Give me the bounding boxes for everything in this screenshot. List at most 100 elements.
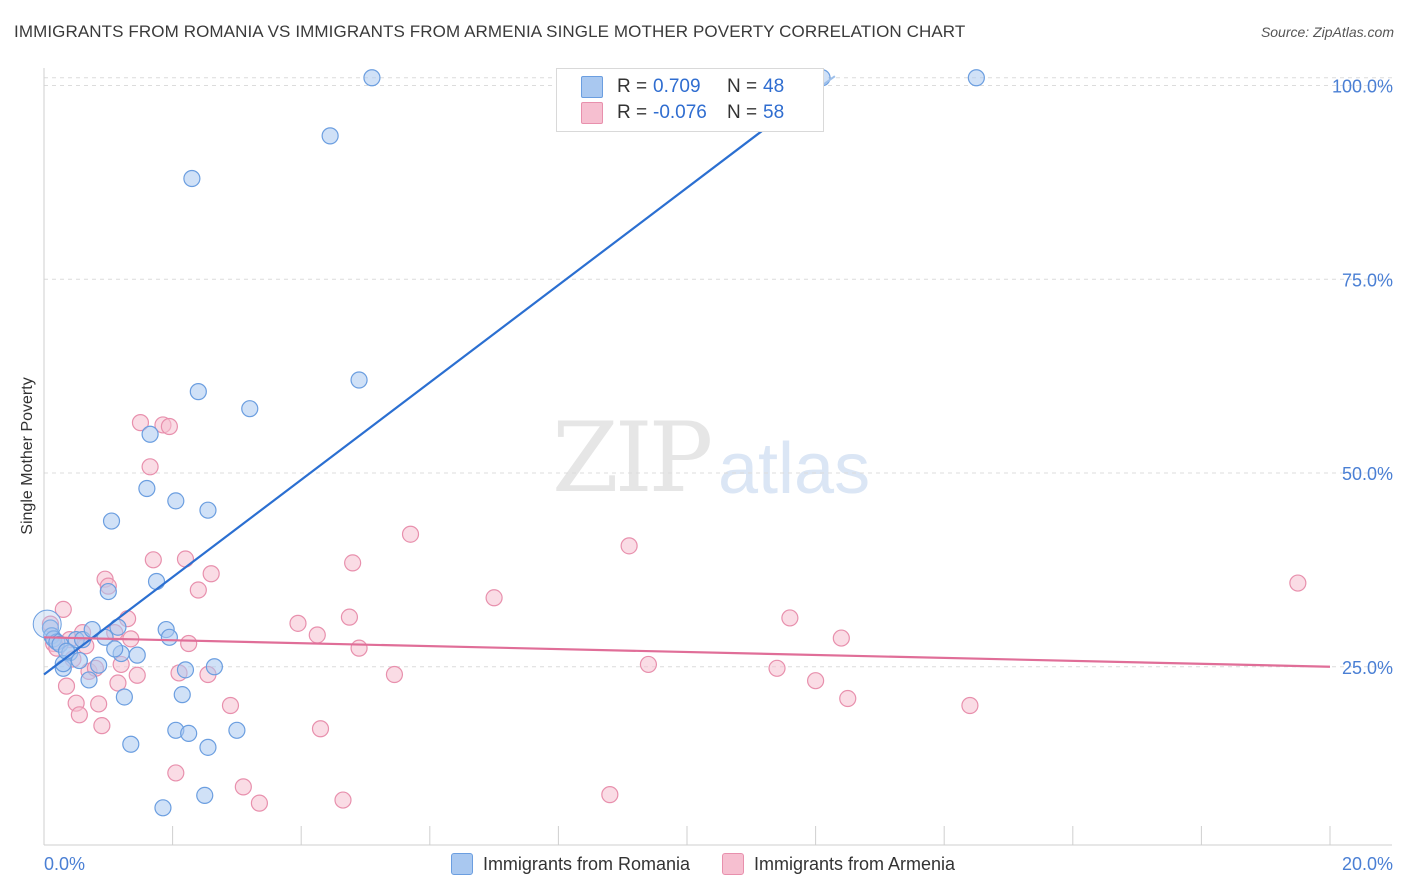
romania-point <box>106 640 124 658</box>
romania-legend-swatch <box>450 853 473 875</box>
armenia-point <box>131 414 150 432</box>
romania-point <box>350 371 368 389</box>
armenia-point <box>234 778 252 796</box>
armenia-r-value: -0.076 <box>653 102 707 123</box>
romania-point <box>183 169 201 188</box>
chart-title: IMMIGRANTS FROM ROMANIA VS IMMIGRANTS FR… <box>14 22 966 41</box>
armenia-point <box>334 791 352 809</box>
romania-point <box>115 688 133 706</box>
armenia-point <box>340 608 359 626</box>
romania-point <box>147 572 166 591</box>
romania-point <box>154 799 172 817</box>
armenia-point <box>109 674 127 692</box>
watermark-zip: ZIP <box>552 402 713 514</box>
legend-row-armenia: R = -0.076 N = 58 <box>581 101 784 125</box>
armenia-point <box>176 550 195 568</box>
legend-row-romania: R = 0.709 N = 48 <box>581 75 784 99</box>
armenia-point <box>160 417 178 436</box>
armenia-point <box>202 565 220 583</box>
romania-point <box>160 628 178 646</box>
armenia-point <box>311 720 330 738</box>
armenia-point <box>54 600 72 619</box>
legend-item-romania[interactable]: Immigrants from Romania <box>450 853 690 875</box>
source-label: Source: ZipAtlas.com <box>1260 24 1394 40</box>
armenia-n-value: 58 <box>763 102 785 123</box>
armenia-point <box>806 672 825 690</box>
romania-point <box>90 656 108 674</box>
romania-point <box>189 383 207 401</box>
x-tick-label-right: 20.0% <box>1342 854 1393 874</box>
romania-legend-label: Immigrants from Romania <box>482 853 690 874</box>
armenia-point <box>601 786 619 804</box>
armenia-point <box>385 665 404 684</box>
romania-point-large <box>32 609 62 639</box>
armenia-trend-line <box>43 636 1331 668</box>
armenia-point <box>141 458 159 476</box>
armenia-point <box>144 551 162 569</box>
y-tick-label: 25.0% <box>1342 658 1393 678</box>
armenia-point <box>167 764 185 782</box>
armenia-point <box>221 696 240 715</box>
armenia-legend-label: Immigrants from Armenia <box>754 853 956 874</box>
y-tick-label: 100.0% <box>1332 77 1393 97</box>
armenia-point <box>70 706 88 724</box>
romania-point <box>173 686 191 704</box>
romania-point <box>138 479 156 498</box>
romania-r-value: 0.709 <box>653 76 701 97</box>
armenia-point <box>1289 574 1307 592</box>
romania-point <box>196 786 214 805</box>
armenia-point <box>189 581 207 599</box>
armenia-point <box>308 626 326 644</box>
romania-point <box>176 661 195 679</box>
romania-point <box>128 646 146 664</box>
armenia-point <box>401 525 420 543</box>
armenia-point <box>961 696 979 715</box>
romania-point <box>99 582 117 601</box>
y-tick-label: 75.0% <box>1342 270 1393 290</box>
romania-point <box>102 512 121 530</box>
romania-point <box>241 400 259 418</box>
armenia-swatch <box>581 102 603 124</box>
romania-trend-extension <box>821 75 836 87</box>
y-tick-label: 50.0% <box>1342 464 1393 484</box>
romania-point <box>199 738 217 756</box>
armenia-point <box>344 554 362 572</box>
romania-point <box>180 724 198 743</box>
romania-point <box>967 69 985 87</box>
n-label: N = <box>727 102 758 123</box>
armenia-point <box>485 589 503 607</box>
armenia-point <box>289 614 307 632</box>
romania-point <box>363 69 381 87</box>
romania-point <box>80 671 98 689</box>
romania-point <box>228 721 246 739</box>
armenia-point <box>90 695 108 713</box>
armenia-point <box>57 677 76 695</box>
romania-point <box>167 492 185 510</box>
stats-legend: R = 0.709 N = 48 R = -0.076 N = 58 <box>556 68 824 132</box>
armenia-point <box>839 689 857 708</box>
armenia-point <box>350 639 368 657</box>
armenia-legend-swatch <box>722 853 744 875</box>
armenia-point <box>832 629 850 647</box>
armenia-point <box>620 537 638 555</box>
watermark-atlas: atlas <box>718 429 871 509</box>
romania-n-value: 48 <box>763 76 785 97</box>
armenia-point <box>250 794 269 812</box>
armenia-point <box>180 634 198 653</box>
r-label: R = <box>617 76 648 97</box>
series-legend: Immigrants from Romania Immigrants from … <box>0 852 1406 876</box>
legend-item-armenia[interactable]: Immigrants from Armenia <box>722 853 955 875</box>
romania-point <box>70 651 88 670</box>
x-tick-label-left: 0.0% <box>44 854 85 874</box>
armenia-point <box>781 609 799 627</box>
armenia-point <box>639 655 658 674</box>
armenia-point <box>128 666 146 684</box>
n-label: N = <box>727 76 758 97</box>
armenia-point <box>768 659 786 677</box>
r-label: R = <box>617 102 648 123</box>
romania-point <box>199 501 217 519</box>
romania-point <box>141 425 159 443</box>
armenia-point <box>93 717 111 735</box>
romania-point <box>321 127 339 145</box>
